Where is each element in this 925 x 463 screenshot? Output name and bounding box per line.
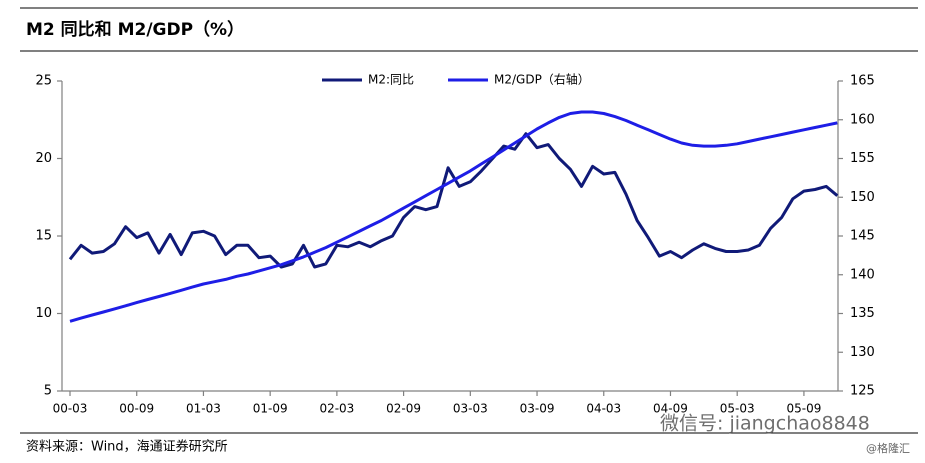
y-tick-label: 5 (44, 384, 52, 399)
x-tick-label: 05-09 (786, 402, 821, 416)
y-tick-label: 25 (35, 74, 52, 89)
chart-title: M2 同比和 M2/GDP（%） (26, 19, 244, 40)
x-tick-label: 04-09 (653, 402, 688, 416)
source-note: 资料来源：Wind，海通证券研究所 (26, 439, 228, 455)
x-tick-label: 00-03 (53, 402, 88, 416)
y2-tick-label: 130 (850, 345, 875, 360)
series-line (69, 110, 838, 323)
y2-tick-label: 165 (850, 74, 875, 89)
x-tick-label: 01-09 (253, 402, 288, 416)
x-tick-label: 00-09 (119, 402, 154, 416)
y2-tick-label: 145 (850, 229, 875, 244)
x-tick-label: 05-03 (720, 402, 755, 416)
x-tick-label: 04-03 (586, 402, 621, 416)
watermark: @格隆汇 (866, 441, 910, 455)
y-tick-label: 20 (35, 151, 52, 166)
x-tick-label: 03-09 (520, 402, 555, 416)
x-tick-label: 01-03 (186, 402, 221, 416)
y2-tick-label: 135 (850, 306, 875, 321)
series-line (68, 132, 839, 269)
y2-tick-label: 125 (850, 384, 875, 399)
watermark: 微信号: jiangchao8848 (660, 413, 870, 435)
y-tick-label: 15 (35, 229, 52, 244)
y2-tick-label: 140 (850, 267, 875, 282)
legend-label: M2:同比 (368, 73, 414, 87)
y2-tick-label: 155 (850, 151, 875, 166)
x-tick-label: 02-03 (319, 402, 354, 416)
y2-tick-label: 150 (850, 190, 875, 205)
y2-tick-label: 160 (850, 112, 875, 127)
legend-label: M2/GDP（右轴） (494, 72, 590, 87)
x-tick-label: 03-03 (453, 402, 488, 416)
x-tick-label: 02-09 (386, 402, 421, 416)
y-tick-label: 10 (35, 306, 52, 321)
